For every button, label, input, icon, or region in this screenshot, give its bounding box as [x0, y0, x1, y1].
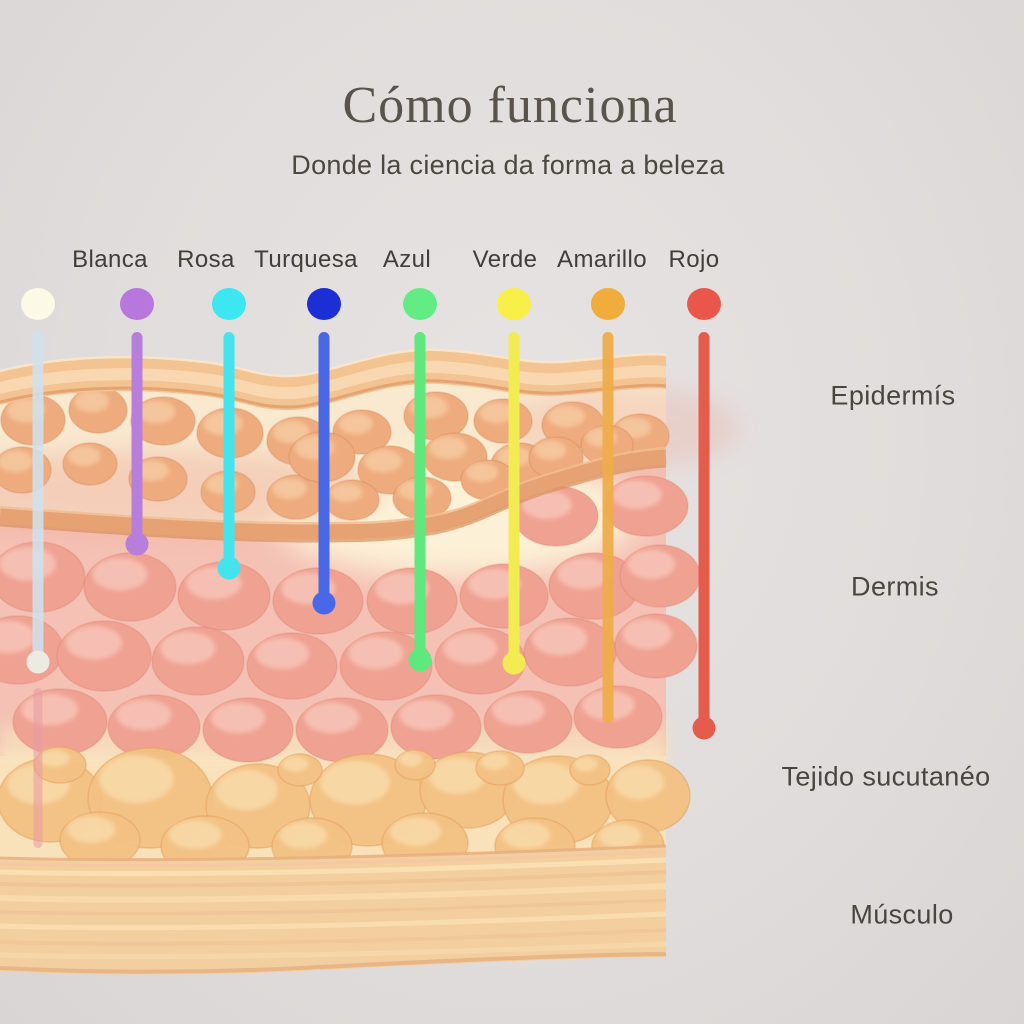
color-label-azul: Azul — [382, 246, 432, 273]
color-dot-turquesa — [212, 288, 246, 320]
color-label-rosa: Rosa — [177, 246, 235, 273]
color-label-verde: Verde — [472, 246, 538, 273]
beam-line-azul — [318, 332, 330, 603]
layer-label-tejido-sucutanéo: Tejido sucutanéo — [781, 761, 991, 792]
color-label-blanca: Blanca — [72, 246, 148, 273]
beam-line-amarillo — [508, 332, 520, 663]
beam-tip-amarillo — [502, 651, 526, 675]
beam-tip-azul — [312, 591, 336, 615]
page-subtitle: Donde la ciencia da forma a beleza — [291, 150, 725, 180]
beam-line-naranja — [602, 332, 614, 723]
dermis-divider-dark — [0, 464, 667, 543]
beam-fade-blanco — [33, 688, 43, 848]
skin-surface-stripe — [0, 360, 666, 400]
beam-line-rojo — [698, 332, 710, 728]
fat-cells — [0, 746, 691, 877]
layer-label-epidermís: Epidermís — [830, 380, 956, 411]
beam-tip-lila — [125, 532, 149, 556]
color-dot-verde — [403, 288, 437, 320]
color-dot-lila — [120, 288, 154, 320]
color-dot-amarillo — [497, 288, 531, 320]
layer-label-músculo: Músculo — [850, 899, 954, 930]
beam-line-turquesa — [223, 332, 235, 568]
light-beams — [21, 288, 721, 848]
beam-tip-rojo — [692, 716, 716, 740]
beam-line-lila — [131, 332, 143, 544]
color-dot-blanco — [21, 288, 55, 320]
color-dot-naranja — [591, 288, 625, 320]
beam-line-verde — [414, 332, 426, 660]
color-label-turquesa: Turquesa — [254, 246, 358, 273]
dermis-divider — [0, 449, 667, 540]
beam-tip-turquesa — [217, 556, 241, 580]
layer-label-dermis: Dermis — [851, 571, 939, 602]
color-label-rojo: Rojo — [668, 246, 720, 273]
beam-tip-verde — [408, 648, 432, 672]
color-dot-rojo — [687, 288, 721, 320]
beam-line-blanco — [32, 332, 44, 662]
beam-tip-blanco — [26, 650, 50, 674]
muscle-striations — [0, 844, 667, 974]
color-dot-azul — [307, 288, 341, 320]
page-title: Cómo funciona — [342, 77, 678, 134]
color-label-amarillo: Amarillo — [557, 246, 647, 273]
